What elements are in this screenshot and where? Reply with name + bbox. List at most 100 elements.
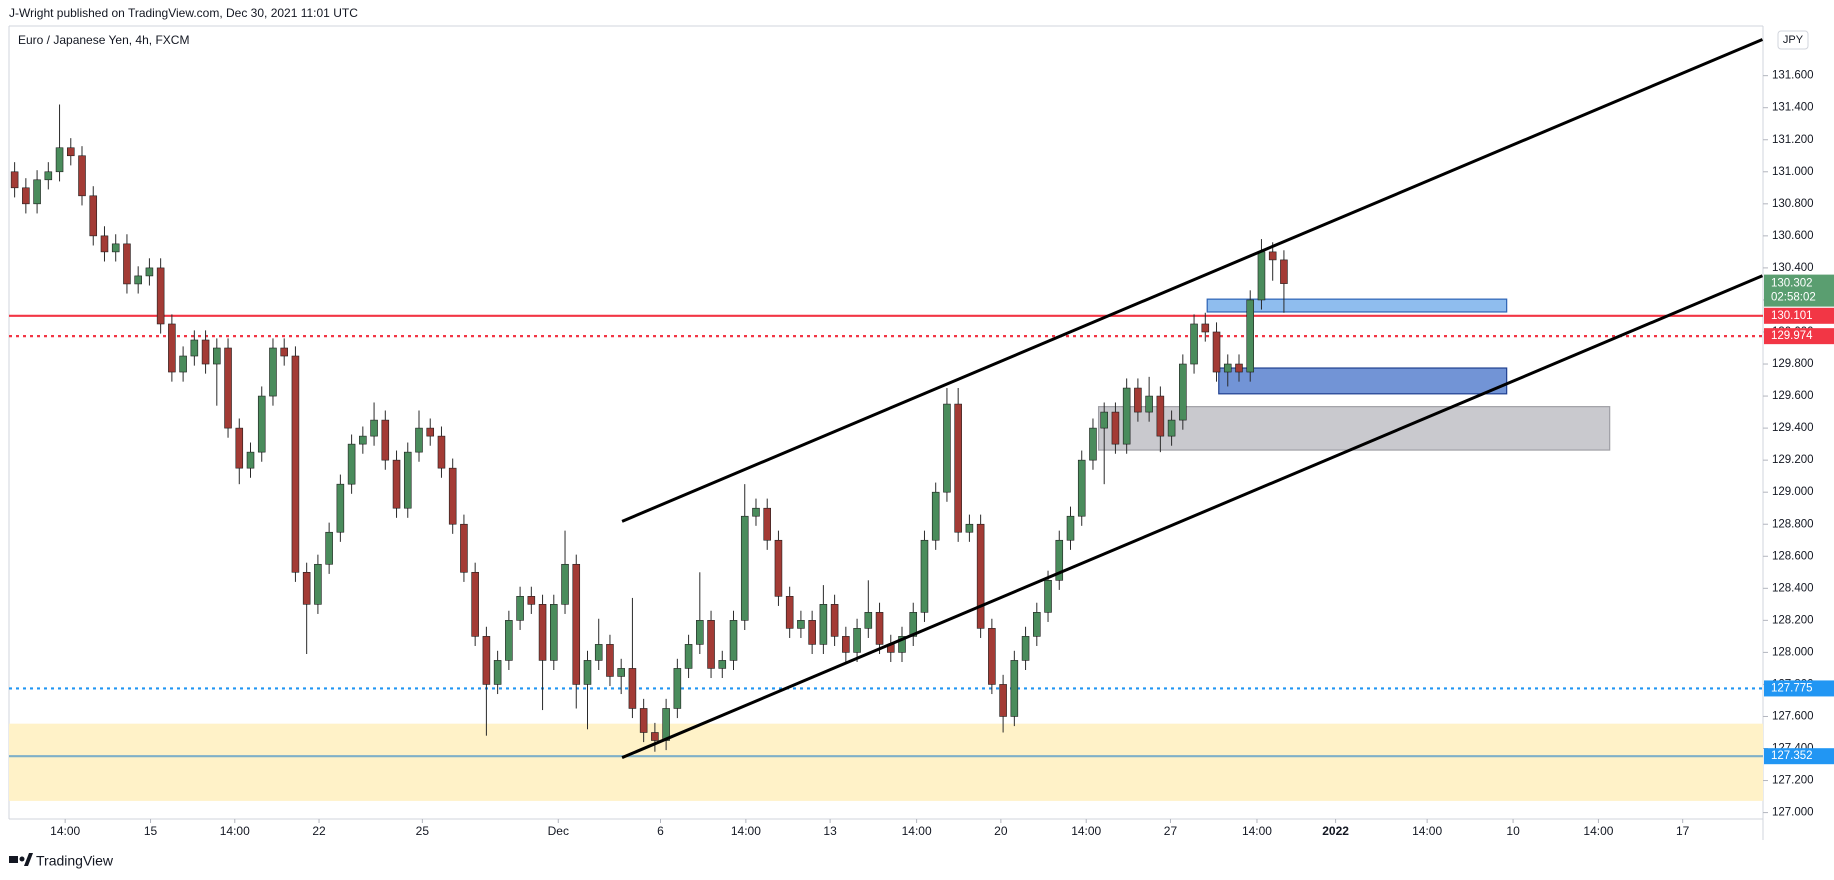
candle-body: [639, 708, 648, 733]
x-tick-label: 27: [1164, 824, 1178, 838]
candle-body: [66, 147, 75, 157]
candle-body: [168, 323, 176, 373]
y-tick-label: 131.400: [1772, 102, 1814, 114]
candle-body: [100, 235, 109, 253]
candle-body: [1212, 331, 1221, 373]
y-tick-label: 129.800: [1772, 358, 1814, 370]
candle-body: [1246, 299, 1255, 373]
candle-body: [55, 147, 64, 173]
candle-body: [673, 668, 682, 709]
candle-body: [797, 620, 805, 629]
candle-body: [943, 403, 951, 493]
logo: [9, 853, 33, 866]
trend-line: [621, 38, 1763, 523]
candle-body: [347, 443, 356, 485]
x-tick-label: 20: [994, 824, 1008, 838]
candle-body: [707, 620, 715, 669]
candle-body: [437, 435, 446, 469]
candle-body: [314, 563, 322, 605]
candle-body: [1268, 251, 1277, 261]
candle-body: [572, 563, 581, 685]
x-tick-label: 10: [1506, 824, 1520, 838]
y-tick-label: 129.400: [1772, 422, 1814, 434]
y-tick-label: 129.600: [1772, 390, 1814, 402]
y-tick-label: 128.200: [1772, 614, 1814, 626]
candle-body: [235, 427, 244, 469]
candle-body: [617, 668, 625, 677]
candle-body: [1145, 395, 1153, 413]
candle-body: [1257, 251, 1266, 301]
candle-body: [729, 620, 738, 661]
candle-body: [1066, 515, 1075, 541]
x-tick-label: 17: [1676, 824, 1690, 838]
candle-body: [1021, 636, 1030, 661]
candle-body: [280, 347, 288, 357]
x-tick-label: 6: [657, 824, 664, 838]
candle-body: [785, 596, 794, 629]
candle-body: [246, 451, 255, 469]
zone: [9, 723, 1763, 801]
candle-body: [808, 620, 816, 645]
candle-body: [134, 275, 142, 285]
candle-body: [684, 644, 693, 669]
candle-body: [662, 708, 670, 741]
x-tick-label: 14:00: [1412, 824, 1442, 838]
candle-body: [471, 571, 479, 637]
candle-body: [1134, 387, 1142, 413]
plot: [9, 38, 1763, 801]
candle-body: [1156, 395, 1165, 437]
chart-title: Euro / Japanese Yen, 4h, FXCM: [18, 33, 189, 47]
x-tick-label: Dec: [548, 824, 569, 838]
header: J-Wright published on TradingView.com, D…: [9, 6, 358, 20]
candle-body: [954, 403, 962, 533]
candle-body: [224, 347, 232, 429]
candle-body: [898, 636, 906, 653]
candle-body: [819, 604, 828, 645]
candle-body: [493, 660, 502, 685]
candle-body: [448, 467, 457, 525]
price-label: 129.974: [1771, 330, 1813, 342]
x-tick-label: 13: [823, 824, 837, 838]
candle-body: [830, 604, 839, 637]
y-tick-label: 130.400: [1772, 262, 1814, 274]
candle-body: [1280, 259, 1288, 284]
countdown: 02:58:02: [1771, 292, 1816, 304]
candle-body: [33, 179, 41, 205]
y-tick-label: 128.400: [1772, 582, 1814, 594]
last-price-box: [1764, 274, 1834, 307]
candle-body: [10, 171, 19, 189]
price-label-box: [1764, 307, 1834, 324]
candle-body: [516, 596, 524, 621]
zone: [1218, 367, 1508, 395]
candle-body: [1122, 387, 1131, 445]
candle-body: [1100, 411, 1108, 429]
candle-body: [392, 459, 401, 509]
candle-body: [257, 395, 266, 453]
candle-body: [325, 531, 333, 565]
candle-body: [269, 347, 277, 397]
candle-body: [561, 563, 569, 605]
candle-body: [920, 539, 929, 613]
price-label: 127.352: [1771, 750, 1813, 762]
candle-body: [538, 604, 547, 661]
candle-body: [426, 427, 435, 437]
candle-body: [583, 660, 592, 685]
y-tick-label: 130.800: [1772, 198, 1814, 210]
candle-body: [1044, 579, 1052, 613]
candle-body: [179, 355, 187, 373]
y-tick-label: 130.600: [1772, 230, 1814, 242]
trend-line: [621, 274, 1763, 760]
candle-body: [1167, 419, 1176, 437]
y-tick-label: 128.800: [1772, 518, 1814, 530]
candle-body: [1033, 612, 1041, 637]
y-tick-label: 128.600: [1772, 550, 1814, 562]
candle-body: [1055, 539, 1064, 581]
candle-body: [190, 339, 199, 357]
candle-body: [999, 684, 1007, 717]
candle-body: [988, 628, 996, 685]
candle-body: [752, 507, 760, 517]
x-tick-label: 14:00: [902, 824, 932, 838]
zone: [1206, 298, 1508, 313]
candle-body: [1201, 323, 1210, 333]
